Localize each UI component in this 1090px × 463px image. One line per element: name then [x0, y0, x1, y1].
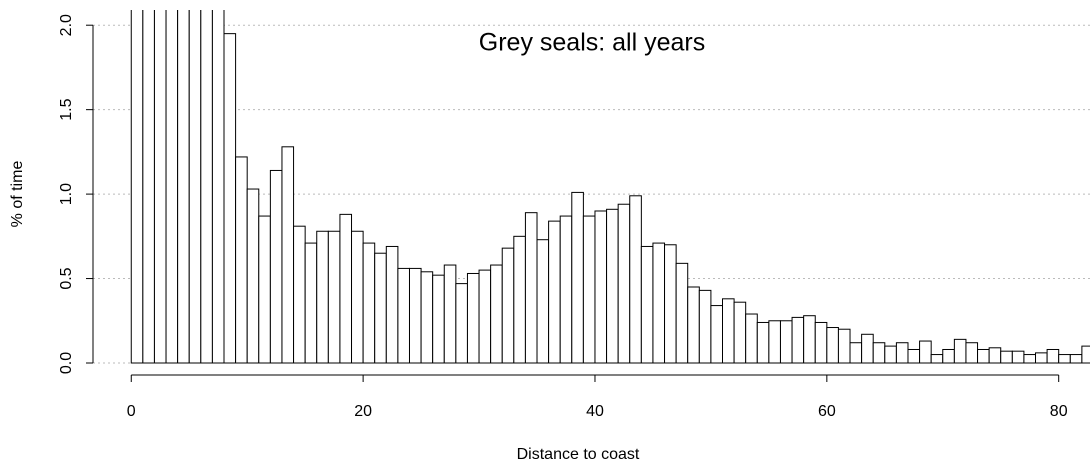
bar	[640, 245, 654, 364]
bar	[803, 315, 816, 364]
bar	[1058, 354, 1071, 364]
x-tick-label: 0	[127, 403, 136, 420]
x-axis-label: Distance to coast	[517, 446, 640, 463]
bar	[269, 169, 283, 364]
bar	[698, 289, 712, 364]
bar	[339, 213, 353, 364]
bar	[246, 188, 260, 364]
bar	[582, 215, 596, 364]
y-tick-label: 0.5	[58, 267, 75, 289]
bar	[524, 212, 538, 364]
bar	[316, 230, 329, 364]
bar	[1023, 354, 1037, 364]
bar	[293, 225, 306, 364]
bar	[536, 239, 550, 364]
bar	[791, 316, 805, 364]
bar	[235, 156, 248, 364]
bar	[258, 215, 271, 364]
bar	[884, 345, 897, 364]
bar	[304, 242, 318, 364]
y-tick-label: 1.5	[58, 98, 75, 120]
bar	[385, 245, 399, 364]
bar	[490, 264, 503, 364]
bar	[745, 313, 758, 364]
bar	[768, 320, 781, 364]
bar	[675, 262, 689, 364]
bar	[930, 354, 944, 364]
bar	[374, 252, 387, 364]
bar	[327, 230, 341, 364]
bar	[652, 242, 666, 364]
bar	[953, 338, 967, 364]
bar	[142, 10, 155, 364]
bar	[849, 342, 863, 364]
bar	[153, 10, 167, 364]
x-tick-label: 60	[818, 403, 836, 420]
bar	[548, 220, 561, 364]
bar	[919, 340, 932, 364]
bar	[907, 348, 921, 364]
bar	[130, 10, 144, 364]
bar	[443, 264, 457, 364]
bar	[895, 342, 909, 364]
bar	[722, 298, 735, 364]
x-tick-label: 40	[586, 403, 604, 420]
bar	[211, 10, 225, 364]
bar	[965, 342, 979, 364]
bar	[362, 242, 376, 364]
bar	[513, 235, 526, 364]
y-axis-label: % of time	[9, 161, 26, 228]
bar	[200, 10, 213, 364]
bar	[779, 320, 793, 364]
bar	[872, 342, 886, 364]
bar	[478, 269, 492, 364]
bar	[559, 215, 573, 364]
bar	[455, 283, 468, 364]
bar	[223, 33, 237, 364]
bar	[594, 210, 608, 364]
bar	[977, 348, 990, 364]
bar	[397, 267, 410, 364]
bar	[814, 321, 828, 364]
bar	[165, 10, 179, 364]
bar	[408, 267, 422, 364]
bars	[130, 10, 1090, 364]
bar	[1081, 345, 1090, 364]
bar	[837, 328, 851, 364]
bar	[664, 244, 677, 364]
bar	[988, 347, 1002, 364]
bar	[571, 191, 584, 364]
x-tick-label: 80	[1050, 403, 1068, 420]
bar	[1011, 350, 1025, 364]
bar	[466, 272, 480, 364]
bar	[710, 305, 724, 364]
bar	[1046, 348, 1060, 364]
bar	[617, 203, 631, 364]
bar	[687, 286, 700, 364]
bar	[1035, 352, 1048, 364]
bar	[351, 230, 364, 364]
bar	[942, 348, 955, 364]
bar	[177, 10, 190, 364]
y-tick-label: 0.0	[58, 352, 75, 374]
bar	[420, 271, 434, 364]
bar	[501, 247, 515, 364]
bar	[756, 321, 770, 364]
bar	[1069, 354, 1083, 364]
y-tick-label: 1.0	[58, 183, 75, 205]
bar	[826, 327, 839, 364]
bar	[733, 301, 747, 364]
bar	[432, 274, 445, 364]
bar	[861, 333, 874, 364]
bar	[629, 195, 642, 364]
y-tick-label: 2.0	[58, 14, 75, 36]
bar	[606, 208, 619, 364]
chart-title: Grey seals: all years	[479, 29, 705, 57]
bar	[188, 10, 202, 364]
x-tick-label: 20	[354, 403, 372, 420]
bar	[1000, 350, 1013, 364]
bar	[281, 146, 295, 364]
